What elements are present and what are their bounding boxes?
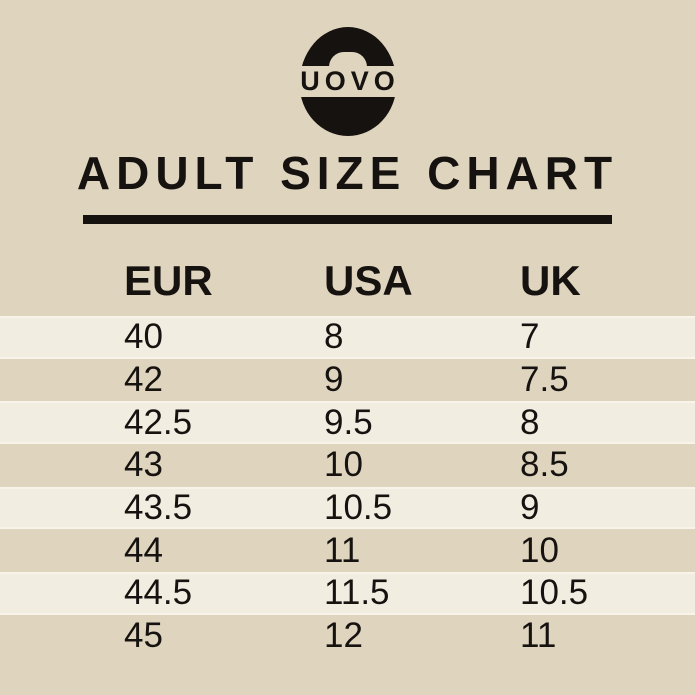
table-row: 42 9 7.5 [0, 359, 695, 402]
uovo-logo-text: UOVO [300, 66, 400, 96]
uovo-logo-dome-icon [328, 52, 367, 67]
size-cell-uk: 7.5 [520, 360, 569, 400]
size-cell-eur: 42 [124, 360, 163, 400]
size-cell-usa: 9.5 [324, 402, 373, 442]
size-cell-eur: 42.5 [124, 402, 193, 442]
size-cell-uk: 9 [520, 488, 540, 528]
table-header-row: EUR USA UK [0, 245, 695, 316]
page-title: ADULT SIZE CHART [76, 147, 619, 199]
size-cell-eur: 43 [124, 445, 163, 485]
table-row: 43.5 10.5 9 [0, 486, 695, 530]
size-cell-usa: 11 [324, 530, 361, 570]
size-cell-usa: 8 [324, 317, 344, 357]
title-divider [83, 215, 612, 224]
size-cell-usa: 10 [324, 445, 363, 485]
table-row: 44 11 10 [0, 529, 695, 572]
uovo-logo: UOVO [252, 27, 443, 136]
size-cell-eur: 44 [124, 530, 163, 570]
column-header-eur: EUR [124, 256, 213, 304]
table-row: 44.5 11.5 10.5 [0, 572, 695, 615]
size-table-body: 40 8 7 42 9 7.5 42.5 9.5 8 43 10 8.5 43.… [0, 316, 695, 658]
size-cell-uk: 11 [520, 616, 557, 656]
table-row: 45 12 11 [0, 615, 695, 658]
size-cell-eur: 45 [124, 616, 163, 656]
table-row: 40 8 7 [0, 316, 695, 359]
size-cell-usa: 9 [324, 360, 344, 400]
size-cell-uk: 8 [520, 402, 540, 442]
uovo-logo-band: UOVO [252, 66, 443, 97]
size-table: EUR USA UK 40 8 7 42 9 7.5 42.5 9.5 8 43… [0, 245, 695, 658]
size-cell-usa: 11.5 [324, 573, 390, 613]
table-row: 43 10 8.5 [0, 444, 695, 487]
column-header-uk: UK [520, 256, 581, 304]
column-header-usa: USA [324, 256, 413, 304]
size-cell-eur: 44.5 [124, 573, 193, 613]
size-cell-uk: 8.5 [520, 445, 569, 485]
size-cell-uk: 10.5 [520, 573, 589, 613]
table-row: 42.5 9.5 8 [0, 401, 695, 445]
size-cell-eur: 43.5 [124, 488, 193, 528]
size-cell-usa: 12 [324, 616, 363, 656]
size-cell-eur: 40 [124, 317, 163, 357]
size-cell-uk: 10 [520, 530, 559, 570]
size-cell-usa: 10.5 [324, 488, 393, 528]
size-cell-uk: 7 [520, 317, 540, 357]
